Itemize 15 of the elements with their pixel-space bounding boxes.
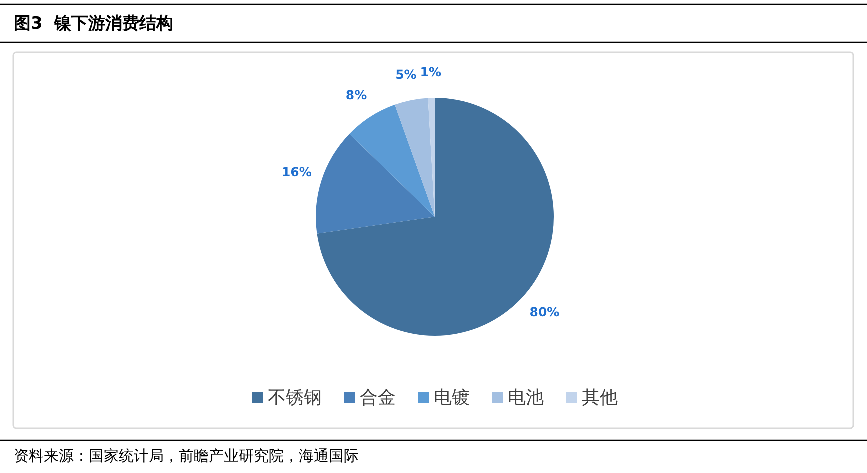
data-label: 16% [282,164,312,180]
text: 资料来源：国家统计局，前瞻产业研究院，海通国际 [14,447,359,465]
legend-label: 合金 [360,388,396,408]
text: 图3 镍下游消费结构 [14,14,174,34]
legend-label: 不锈钢 [268,388,322,408]
data-label: 8% [346,87,368,102]
legend-label: 电池 [508,388,544,408]
pie-slice [350,104,435,217]
data-label: 80% [530,304,560,320]
pie-slice [395,98,435,217]
data-label: 5% [396,67,418,82]
pie-slice [316,134,435,234]
data-label: 1% [420,64,442,80]
legend-label: 电镀 [434,388,470,408]
legend-label: 其他 [582,388,618,408]
